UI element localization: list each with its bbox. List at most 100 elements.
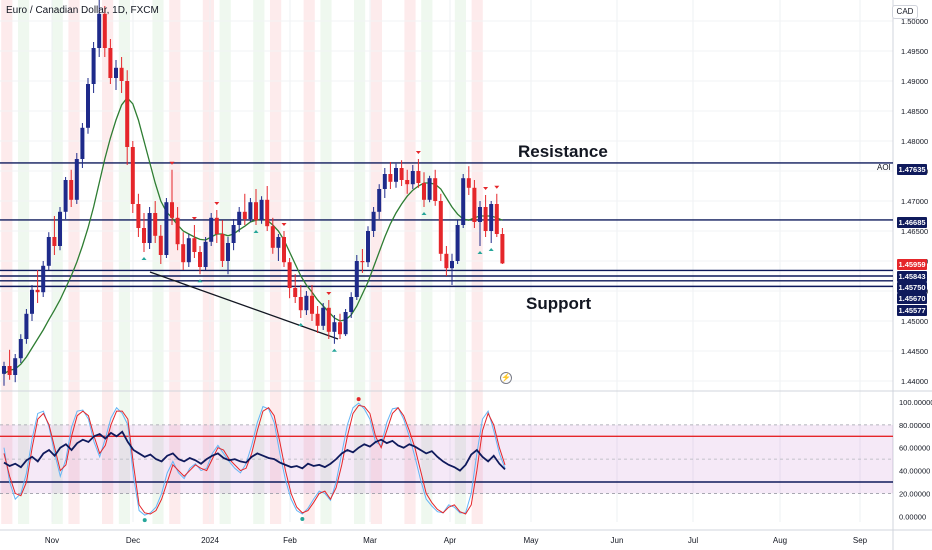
candle-body [287,262,292,288]
time-tick-label: May [523,536,538,545]
candle-body [433,178,438,201]
candle-body [153,213,158,236]
candle [466,166,471,195]
candle [164,198,169,258]
sell-marker [191,217,197,220]
candle [30,285,34,321]
candle-body [198,252,202,267]
candle [69,169,74,207]
session-band [270,0,282,524]
buy-marker [331,348,337,352]
session-band [320,0,332,524]
candle-body [310,295,314,314]
candle-body [214,217,219,234]
candle-body [91,48,96,84]
price-tick-label: 1.49000 [901,77,928,86]
candle [438,193,443,261]
candle [304,291,309,315]
price-tick-label: 1.45000 [901,317,928,326]
candle-body [259,199,264,221]
candle-body [455,225,460,261]
candle [203,237,208,270]
time-tick-label: Aug [773,536,787,545]
time-tick-label: Dec [126,536,140,545]
candle-body [332,322,337,332]
candle [405,169,410,194]
aoi-label: AOI [877,163,891,172]
candle-body [466,178,471,188]
candle [371,207,376,237]
session-band [202,0,214,524]
candle-body [304,295,309,311]
candle [461,174,466,228]
candle [142,213,146,252]
candle [136,193,141,237]
candle-body [382,174,387,189]
candle-body [69,180,74,200]
candles [2,0,505,386]
candle [500,228,505,264]
price-tag-resistance: 1.47635 [897,164,927,175]
candle [427,175,432,203]
candle [181,232,186,270]
price-tag-support-1: 1.45843 [897,271,927,282]
oscillator-tick-label: 20.00000 [899,489,930,498]
candle [86,78,90,134]
candle-body [108,48,113,78]
candle-body [298,297,303,311]
candle [58,207,62,251]
price-tick-label: 1.49500 [901,47,928,56]
candle-body [472,187,477,222]
candle [231,219,236,251]
candle-body [438,201,443,254]
currency-badge[interactable]: CAD [892,5,918,19]
session-band [421,0,433,524]
candle [192,225,197,258]
candle-body [338,322,342,335]
candle [259,196,264,224]
buy-marker [477,251,483,254]
candle-body [326,307,331,332]
candle-body [209,217,214,242]
candle-body [181,244,186,263]
lightning-icon[interactable]: ⚡ [500,372,512,384]
candle [7,349,12,380]
session-band [1,0,13,524]
session-bands [1,0,483,524]
session-band [169,0,181,524]
candle-body [349,297,354,312]
candle [343,309,348,336]
price-tick-label: 1.48500 [901,107,928,116]
time-tick-label: Nov [45,536,59,545]
candle [41,261,46,297]
candle [366,226,370,267]
moving-average-line [3,96,503,375]
candle-body [52,237,57,246]
price-tag-current: 1.45959 [897,259,927,270]
candle [248,198,253,222]
candle-body [321,307,326,326]
candle-body [186,238,191,263]
candle [388,162,393,189]
candle [254,189,258,225]
candle-body [125,81,130,147]
session-band [152,0,164,524]
candle [198,246,202,275]
oscillator-band [0,424,893,494]
candle-body [97,13,102,49]
oscillator-tick-label: 80.00000 [899,421,930,430]
candle [74,153,79,204]
candle [186,234,191,267]
oscillator-tick-label: 40.00000 [899,467,930,476]
sell-marker [214,202,220,205]
signal-markers [141,151,500,352]
candle [220,220,225,267]
candle [354,255,359,300]
oversold-dot [300,517,305,521]
candle-body [489,204,494,231]
trend-line [149,271,339,340]
sell-marker [494,185,500,189]
candle [450,253,454,285]
session-band [51,0,63,524]
